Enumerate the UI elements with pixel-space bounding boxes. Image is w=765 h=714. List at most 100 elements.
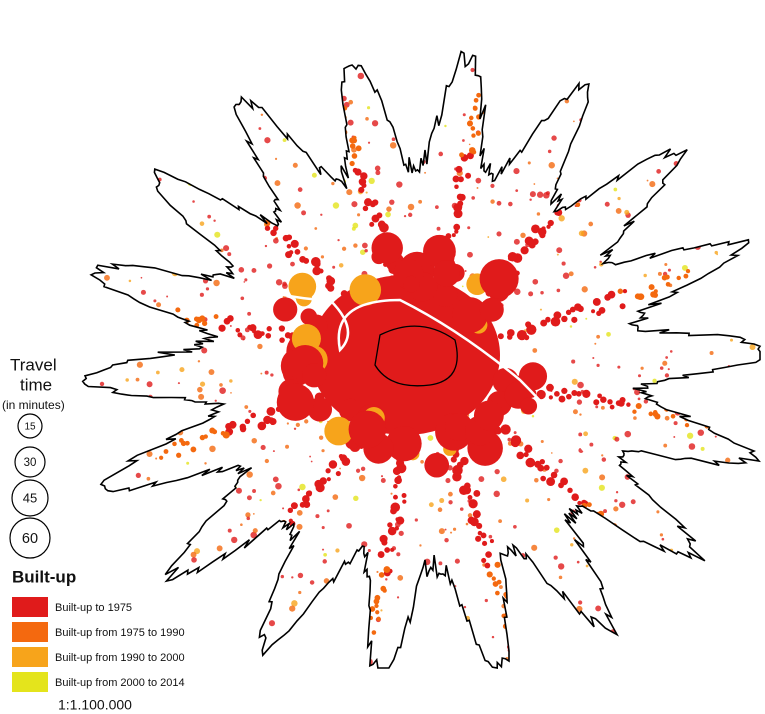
settlement <box>704 411 709 415</box>
corridor <box>574 303 582 311</box>
settlement <box>193 417 199 423</box>
settlement <box>189 329 192 331</box>
settlement <box>438 151 444 157</box>
settlement <box>351 201 358 208</box>
corridor <box>275 526 282 533</box>
corridor <box>632 409 637 414</box>
corridor <box>331 97 337 103</box>
settlement <box>681 205 685 209</box>
settlement <box>385 578 388 581</box>
settlement <box>450 531 453 534</box>
settlement <box>554 468 559 474</box>
settlement <box>403 215 407 218</box>
settlement <box>229 196 236 203</box>
corridor <box>452 465 463 476</box>
corridor <box>547 219 554 227</box>
corridor <box>396 475 402 480</box>
settlement <box>320 213 323 216</box>
settlement <box>125 309 131 314</box>
corridor <box>213 314 219 319</box>
core-edge <box>324 416 353 446</box>
corridor <box>286 234 293 241</box>
settlement <box>210 119 214 123</box>
settlement <box>644 320 650 327</box>
corridor <box>571 493 579 501</box>
settlement <box>139 528 142 531</box>
settlement <box>683 225 687 229</box>
corridor <box>575 202 581 208</box>
settlement <box>358 474 366 482</box>
settlement <box>656 470 663 476</box>
settlement <box>507 437 512 442</box>
corridor <box>259 331 265 336</box>
settlement <box>637 374 642 378</box>
corridor <box>453 223 461 231</box>
settlement <box>523 592 530 598</box>
settlement <box>615 128 620 134</box>
corridor <box>454 184 459 190</box>
settlement <box>191 557 197 563</box>
settlement <box>172 511 179 518</box>
corridor <box>349 143 356 149</box>
settlement <box>338 263 344 268</box>
settlement <box>590 644 595 649</box>
settlement <box>392 54 397 59</box>
settlement <box>577 643 582 649</box>
settlement <box>365 191 368 194</box>
corridor <box>387 522 393 528</box>
settlement <box>705 213 710 218</box>
settlement <box>553 527 560 533</box>
settlement <box>640 473 646 480</box>
core-edge <box>302 363 327 388</box>
settlement <box>266 263 273 269</box>
settlement <box>201 347 208 354</box>
settlement <box>643 399 649 404</box>
settlement <box>178 240 185 247</box>
corridor <box>492 581 499 587</box>
settlement <box>362 613 367 618</box>
settlement <box>213 219 216 222</box>
settlement <box>155 427 160 431</box>
corridor <box>339 454 348 462</box>
settlement <box>585 185 591 191</box>
settlement <box>179 367 185 373</box>
settlement <box>583 431 589 437</box>
corridor <box>485 551 492 558</box>
core-edge <box>433 282 458 307</box>
settlement <box>532 278 539 285</box>
corridor <box>159 312 165 319</box>
settlement <box>130 496 136 502</box>
settlement <box>569 325 573 328</box>
settlement <box>311 67 316 72</box>
settlement <box>107 298 114 305</box>
settlement <box>583 170 589 176</box>
corridor <box>495 590 500 596</box>
corridor <box>466 120 474 127</box>
corridor <box>374 594 381 601</box>
corridor <box>160 312 166 318</box>
settlement <box>416 594 423 601</box>
corridor <box>465 172 472 179</box>
settlement <box>139 309 143 313</box>
core-edge <box>349 274 382 306</box>
corridor <box>175 307 181 313</box>
settlement <box>513 238 520 245</box>
settlement <box>649 181 656 188</box>
settlement <box>531 544 538 551</box>
corridor <box>577 500 582 506</box>
settlement <box>240 184 247 191</box>
settlement <box>724 277 727 280</box>
settlement <box>325 607 328 610</box>
corridor <box>328 460 338 469</box>
settlement <box>140 289 146 295</box>
settlement <box>593 266 597 269</box>
settlement <box>169 544 172 548</box>
settlement <box>508 201 513 207</box>
settlement <box>227 252 232 257</box>
corridor <box>242 197 248 203</box>
core-edge <box>273 297 298 322</box>
corridor <box>223 317 231 325</box>
corridor <box>355 145 362 152</box>
settlement <box>326 509 330 513</box>
settlement <box>280 574 285 579</box>
